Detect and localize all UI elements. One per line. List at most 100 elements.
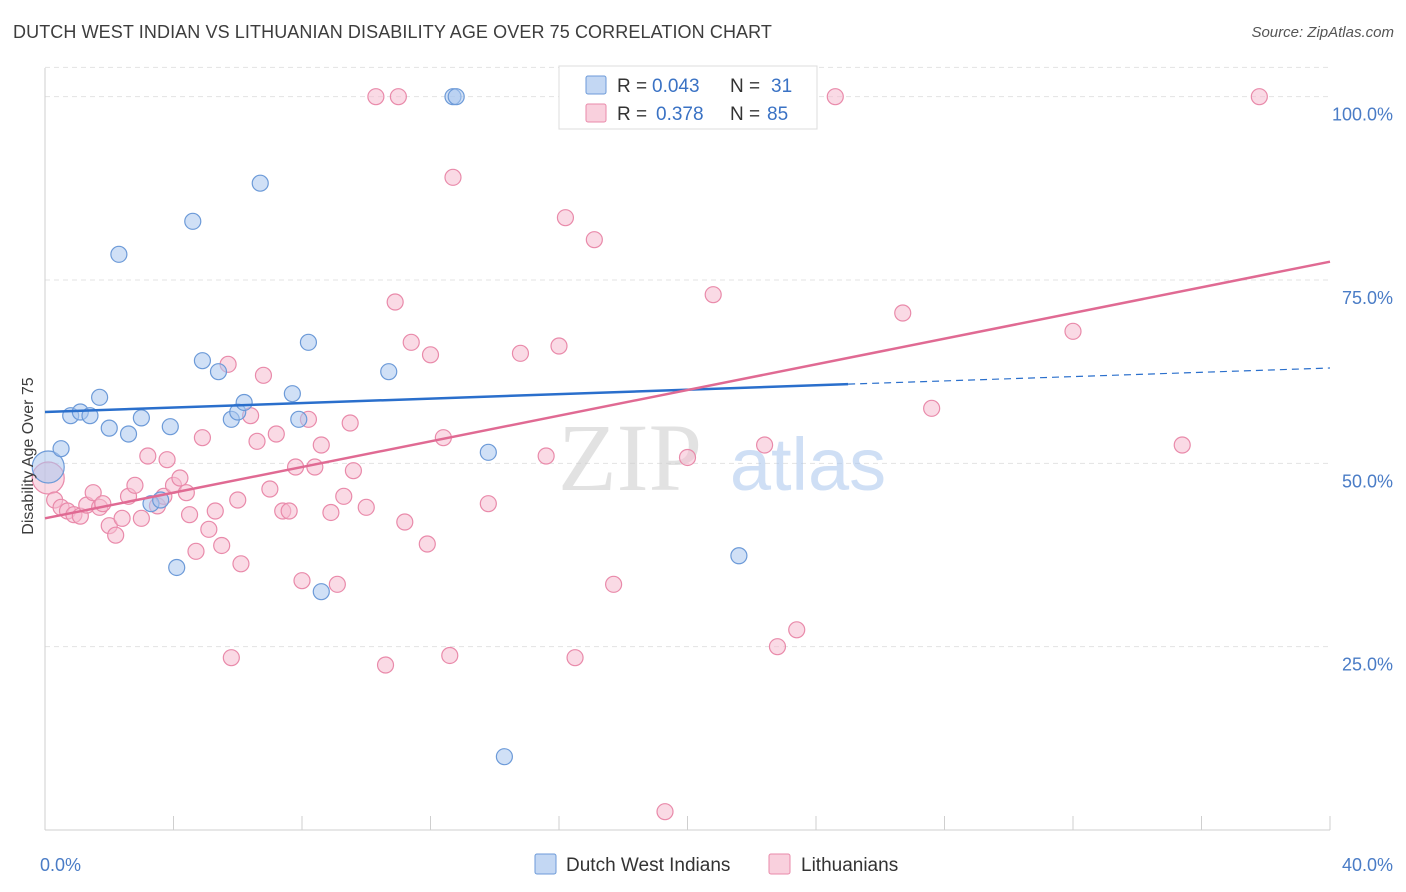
lithuanians-point-57 <box>418 535 436 553</box>
dutch-west-indians-point-24 <box>312 583 330 601</box>
legend-lithuanians-label: Lithuanians <box>801 855 898 876</box>
dutch-west-indians-trend-extension <box>848 367 1331 385</box>
lithuanians-trend-line <box>44 260 1331 520</box>
lithuanians-point-71 <box>678 448 697 467</box>
dutch-west-indians-trend-line <box>44 382 849 414</box>
dutch-west-indians-point-9 <box>132 409 150 427</box>
lithuanians-point-74 <box>755 436 774 454</box>
dutch-west-indians-point-23 <box>299 333 318 351</box>
lithuanians-point-32 <box>232 555 250 573</box>
dutch-west-indians-point-8 <box>119 425 138 443</box>
lithuanians-point-81 <box>1173 436 1191 454</box>
watermark: ZIP atlas <box>558 404 886 511</box>
lithuanians-point-12 <box>113 509 131 527</box>
dutch-west-indians-point-16 <box>209 363 228 381</box>
lithuanians-point-49 <box>344 462 362 480</box>
lithuanians-point-45 <box>322 503 340 522</box>
lithuanians-point-65 <box>550 337 568 355</box>
dutch-west-indians-point-21 <box>283 385 301 403</box>
legend-lithuanians-swatch <box>768 853 791 875</box>
dutch-west-indians-point-27 <box>447 88 465 106</box>
dutch-west-indians-point-5 <box>91 388 109 406</box>
legend-pink-n-value: 85 <box>767 104 788 125</box>
lithuanians-point-80 <box>1064 322 1082 340</box>
dutch-west-indians-point-13 <box>168 558 186 577</box>
dutch-west-indians-point-14 <box>184 212 202 230</box>
lithuanians-point-21 <box>171 469 189 487</box>
lithuanians-point-68 <box>585 231 603 249</box>
legend-blue-swatch <box>585 75 607 95</box>
lithuanians-point-60 <box>441 646 459 665</box>
lithuanians-point-75 <box>768 638 787 656</box>
x-tick-label-0: 0.0% <box>40 855 81 875</box>
lithuanians-point-44 <box>312 436 330 454</box>
y-tick-labels: 25.0% 50.0% 75.0% 100.0% <box>1332 105 1393 675</box>
lithuanians-point-64 <box>537 447 555 465</box>
lithuanians-point-79 <box>923 399 941 417</box>
lithuanians-point-41 <box>293 572 311 590</box>
watermark-zip: ZIP <box>558 404 702 511</box>
dutch-west-indians-point-29 <box>495 748 513 766</box>
lithuanians-point-62 <box>479 495 497 513</box>
lithuanians-point-48 <box>341 414 359 432</box>
lithuanians-point-30 <box>222 649 240 667</box>
lithuanians-point-56 <box>402 333 420 351</box>
x-tick-labels: 0.0% 40.0% <box>40 855 1393 875</box>
lithuanians-point-36 <box>261 480 279 498</box>
lithuanians-point-51 <box>367 88 385 106</box>
lithuanians-point-55 <box>396 513 414 531</box>
lithuanians-point-70 <box>656 803 674 821</box>
lithuanians-point-47 <box>335 487 353 505</box>
legend-dutch-west-indians-swatch <box>534 853 557 875</box>
y-tick-label-2: 75.0% <box>1342 288 1393 308</box>
legend-blue-r-value: 0.043 <box>652 76 700 97</box>
lithuanians-point-7 <box>84 484 102 502</box>
series-lithuanians-points <box>31 88 1268 821</box>
lithuanians-point-25 <box>193 429 212 447</box>
dutch-west-indians-point-19 <box>235 393 253 412</box>
lithuanians-point-28 <box>213 536 231 555</box>
lithuanians-point-77 <box>826 88 844 106</box>
chart-source: Source: ZipAtlas.com <box>1251 24 1394 41</box>
dutch-west-indians-point-0 <box>31 450 65 484</box>
dutch-west-indians-point-20 <box>251 174 269 192</box>
legend-dutch-west-indians-label: Dutch West Indians <box>566 855 730 876</box>
lithuanians-point-43 <box>306 458 324 476</box>
y-tick-label-0: 25.0% <box>1342 655 1393 675</box>
series-legend: Dutch West Indians Lithuanians <box>534 853 898 876</box>
lithuanians-point-76 <box>788 621 806 639</box>
legend-pink-r-label: R = <box>617 104 647 125</box>
lithuanians-point-61 <box>444 168 462 186</box>
dutch-west-indians-point-15 <box>193 352 212 370</box>
dutch-west-indians-point-22 <box>290 410 308 428</box>
lithuanians-point-46 <box>328 575 346 593</box>
lithuanians-point-34 <box>248 432 266 450</box>
lithuanians-point-22 <box>177 484 195 502</box>
lithuanians-point-72 <box>704 286 722 304</box>
dutch-west-indians-point-7 <box>110 245 128 263</box>
lithuanians-point-15 <box>132 509 150 527</box>
lithuanians-point-24 <box>187 542 205 560</box>
dutch-west-indians-point-1 <box>52 440 70 458</box>
y-tick-label-3: 100.0% <box>1332 105 1393 125</box>
lithuanians-point-53 <box>376 656 395 674</box>
x-tick-label-1: 40.0% <box>1342 855 1393 875</box>
trend-lines <box>44 260 1331 520</box>
lithuanians-point-16 <box>139 447 157 465</box>
series-dutch-west-indians-points <box>31 88 748 766</box>
lithuanians-point-54 <box>389 88 407 106</box>
lithuanians-point-11 <box>107 526 125 544</box>
legend-pink-swatch <box>585 103 607 123</box>
lithuanians-point-58 <box>421 346 440 364</box>
legend-pink-r-value: 0.378 <box>656 104 704 125</box>
lithuanians-point-78 <box>894 304 912 322</box>
legend-blue-n-value: 31 <box>771 76 792 97</box>
lithuanians-point-63 <box>511 344 530 362</box>
chart-title: DUTCH WEST INDIAN VS LITHUANIAN DISABILI… <box>13 22 773 42</box>
axes <box>44 68 1331 831</box>
lithuanians-point-23 <box>180 506 199 524</box>
lithuanians-point-69 <box>605 575 623 593</box>
dutch-west-indians-point-28 <box>479 443 497 461</box>
